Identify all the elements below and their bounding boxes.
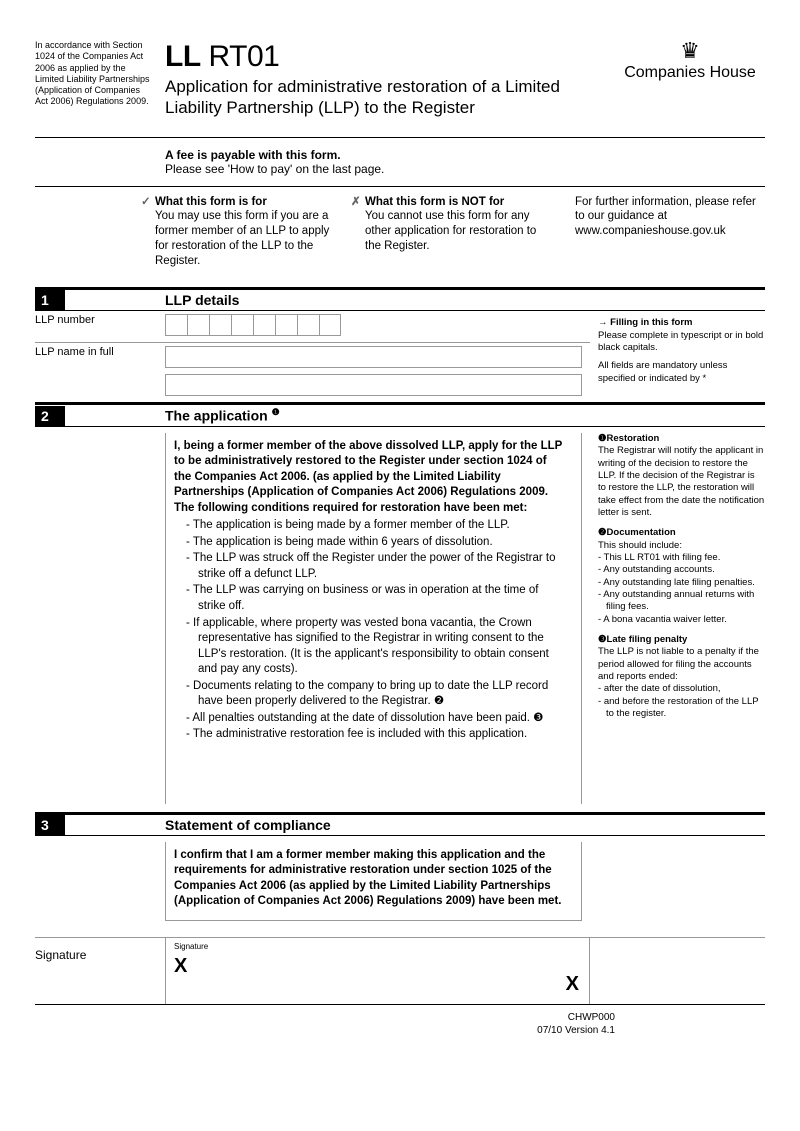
documentation-heading: ❷Documentation xyxy=(598,527,765,539)
title-block: LL RT01 Application for administrative r… xyxy=(165,40,600,119)
penalty-item: and before the restoration of the LLP to… xyxy=(606,696,765,721)
org-name: Companies House xyxy=(615,64,765,82)
section-1-body: LLP number LLP name in full Filling in t… xyxy=(35,311,765,402)
form-code: LL RT01 xyxy=(165,40,600,74)
form-code-bold: LL xyxy=(165,40,201,73)
documentation-text: This should include: xyxy=(598,540,765,552)
llp-number-row: LLP number xyxy=(35,311,590,343)
restoration-text: The Registrar will notify the applicant … xyxy=(598,445,765,519)
llp-name-label: LLP name in full xyxy=(35,346,165,396)
late-filing-text: The LLP is not liable to a penalty if th… xyxy=(598,646,765,683)
filling-heading: Filling in this form xyxy=(598,317,765,329)
condition-item: The LLP was struck off the Register unde… xyxy=(186,551,567,582)
section-2-number: 2 xyxy=(35,406,65,426)
signature-small-label: Signature xyxy=(174,942,581,951)
section-2-body: I, being a former member of the above di… xyxy=(35,427,765,812)
form-code-rest: RT01 xyxy=(201,40,280,73)
companies-house-logo: ♛ Companies House xyxy=(615,40,765,119)
form-title: Application for administrative restorati… xyxy=(165,76,600,119)
section-2-left xyxy=(35,427,165,812)
late-filing-list: after the date of dissolution,and before… xyxy=(598,683,765,720)
restoration-heading: ❶Restoration xyxy=(598,433,765,445)
doc-item: This LL RT01 with filing fee. xyxy=(606,552,765,564)
fee-note: A fee is payable with this form. Please … xyxy=(35,138,765,186)
condition-item: The administrative restoration fee is in… xyxy=(186,727,567,743)
compliance-statement: I confirm that I am a former member maki… xyxy=(174,842,573,920)
condition-item: All penalties outstanding at the date of… xyxy=(186,711,567,727)
signature-row: Signature Signature X X xyxy=(35,937,765,1004)
llp-name-input-1[interactable] xyxy=(165,346,582,368)
section-3-body: I confirm that I am a former member maki… xyxy=(35,836,765,929)
condition-item: If applicable, where property was vested… xyxy=(186,616,567,678)
info-not-text: You cannot use this form for any other a… xyxy=(365,210,536,252)
llp-number-label: LLP number xyxy=(35,314,165,336)
llp-number-input[interactable] xyxy=(165,314,341,336)
section-1-sidebar: Filling in this form Please complete in … xyxy=(590,311,765,402)
fee-sub: Please see 'How to pay' on the last page… xyxy=(165,162,384,176)
page-footer: CHWP000 07/10 Version 4.1 xyxy=(35,1005,765,1037)
info-row: ✓What this form is for You may use this … xyxy=(35,187,765,288)
late-filing-heading: ❸Late filing penalty xyxy=(598,634,765,646)
application-conditions-list: The application is being made by a forme… xyxy=(174,518,567,742)
application-intro: I, being a former member of the above di… xyxy=(174,440,562,514)
condition-item: The LLP was carrying on business or was … xyxy=(186,583,567,614)
documentation-list: This LL RT01 with filing fee.Any outstan… xyxy=(598,552,765,626)
section-1-title: LLP details xyxy=(165,290,765,310)
info-not-heading: What this form is NOT for xyxy=(365,196,504,208)
info-for-text: You may use this form if you are a forme… xyxy=(155,210,329,267)
info-more: For further information, please refer to… xyxy=(575,195,765,270)
section-3-bar: 3 Statement of compliance xyxy=(35,815,765,836)
section-1-bar: 1 LLP details xyxy=(35,290,765,311)
section-3-title: Statement of compliance xyxy=(165,815,765,835)
tick-icon: ✓ xyxy=(141,195,155,210)
cross-icon: ✗ xyxy=(351,195,365,210)
info-more-text: For further information, please refer to… xyxy=(575,196,756,238)
legal-note: In accordance with Section 1024 of the C… xyxy=(35,40,150,119)
section-2-bar: 2 The application ❶ xyxy=(35,405,765,427)
application-text: I, being a former member of the above di… xyxy=(174,433,573,804)
section-3-number: 3 xyxy=(35,815,65,835)
section-2-mid: I, being a former member of the above di… xyxy=(165,427,590,812)
section-1-number: 1 xyxy=(35,290,65,310)
signature-x-right: X xyxy=(566,973,579,996)
fee-heading: A fee is payable with this form. xyxy=(165,148,341,162)
doc-item: Any outstanding annual returns with fili… xyxy=(606,589,765,614)
info-for-heading: What this form is for xyxy=(155,196,267,208)
footer-code: CHWP000 xyxy=(35,1011,615,1024)
signature-box[interactable]: Signature X X xyxy=(165,938,590,1004)
llp-name-input-2[interactable] xyxy=(165,374,582,396)
llp-name-row: LLP name in full xyxy=(35,343,590,402)
filling-text-2: All fields are mandatory unless specifie… xyxy=(598,360,765,385)
info-not: ✗What this form is NOT for You cannot us… xyxy=(365,195,555,270)
condition-item: The application is being made by a forme… xyxy=(186,518,567,534)
condition-item: Documents relating to the company to bri… xyxy=(186,679,567,710)
info-for: ✓What this form is for You may use this … xyxy=(155,195,345,270)
crown-crest-icon: ♛ xyxy=(615,40,765,62)
signature-label: Signature xyxy=(35,938,165,1004)
doc-item: Any outstanding late filing penalties. xyxy=(606,577,765,589)
condition-item: The application is being made within 6 y… xyxy=(186,535,567,551)
signature-x-left: X xyxy=(174,955,187,977)
section-2-title: The application ❶ xyxy=(165,405,765,426)
form-header: In accordance with Section 1024 of the C… xyxy=(35,40,765,119)
section-2-sidebar: ❶Restoration The Registrar will notify t… xyxy=(590,427,765,812)
filling-text-1: Please complete in typescript or in bold… xyxy=(598,330,765,355)
footer-version: 07/10 Version 4.1 xyxy=(35,1024,615,1037)
penalty-item: after the date of dissolution, xyxy=(606,683,765,695)
doc-item: Any outstanding accounts. xyxy=(606,564,765,576)
doc-item: A bona vacantia waiver letter. xyxy=(606,614,765,626)
